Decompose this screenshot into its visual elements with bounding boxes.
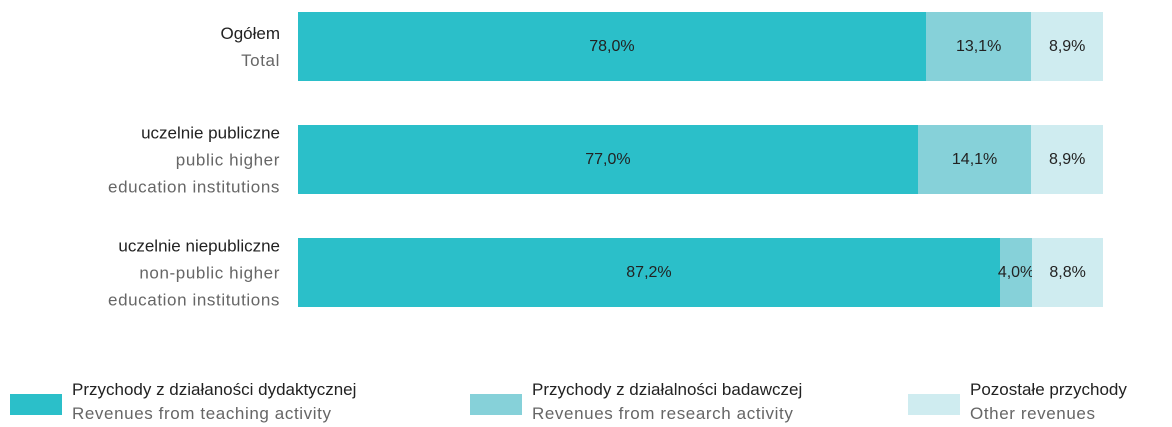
- category-label: Ogółem Total: [0, 20, 280, 74]
- value-label: 87,2%: [626, 263, 672, 281]
- legend-label: Przychody z działaności dydaktycznej: [72, 380, 357, 399]
- value-label: 13,1%: [955, 37, 1002, 55]
- category-label-pl: uczelnie publiczne: [141, 123, 280, 142]
- value-label: 4,0%: [997, 263, 1035, 281]
- value-label: 77,0%: [585, 150, 631, 168]
- value-label: 8,8%: [1049, 263, 1086, 281]
- bar-segment: [999, 238, 1033, 307]
- bar-segment: [1031, 125, 1103, 194]
- legend-label-en: Other revenues: [970, 404, 1096, 423]
- bar-segment: [925, 12, 1032, 81]
- value-label: 14,1%: [951, 150, 998, 168]
- bar-segment: [1032, 238, 1103, 307]
- legend-swatch: [470, 394, 522, 415]
- legend-label: Przychody z działalności badawczej: [532, 380, 803, 399]
- category-label-en: public higher education institutions: [108, 150, 280, 196]
- legend-label: Pozostałe przychody: [970, 380, 1127, 399]
- bar-segment: [298, 12, 926, 81]
- bar-segment: [917, 125, 1032, 194]
- bar-segment: [298, 238, 1000, 307]
- category-label-en: non-public higher education institutions: [108, 263, 280, 309]
- bar-segment: [1031, 12, 1103, 81]
- value-label: 8,9%: [1048, 37, 1086, 55]
- category-label-en: Total: [241, 50, 280, 70]
- value-label: 8,9%: [1048, 150, 1086, 168]
- category-label-pl: Ogółem: [220, 23, 280, 43]
- legend-swatch: [908, 394, 960, 415]
- legend-swatch: [10, 394, 62, 415]
- value-label: 78,0%: [589, 37, 635, 55]
- bar-segment: [298, 125, 918, 194]
- category-label: uczelnie niepubliczne non-public higher e…: [0, 232, 280, 313]
- legend-label-en: Revenues from research activity: [532, 404, 794, 423]
- category-label: uczelnie publiczne public higher educatio…: [0, 119, 280, 200]
- category-label-pl: uczelnie niepubliczne: [118, 236, 280, 255]
- legend-label-en: Revenues from teaching activity: [72, 404, 332, 423]
